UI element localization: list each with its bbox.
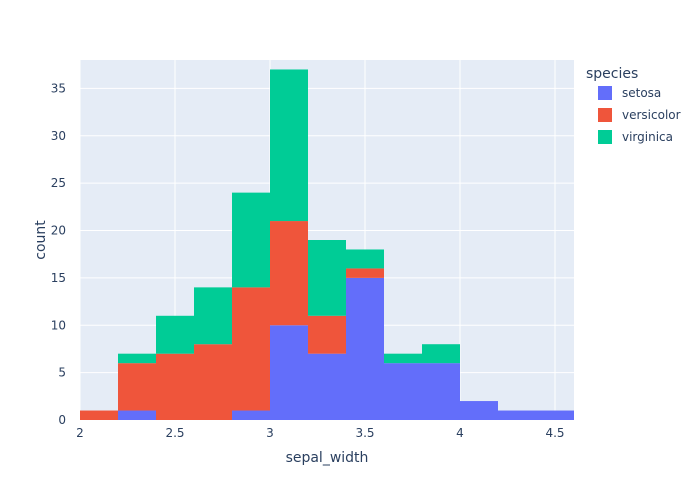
- y-tick-label: 35: [51, 81, 66, 95]
- legend-swatch-versicolor[interactable]: [598, 108, 612, 122]
- bar-setosa: [270, 325, 308, 420]
- bar-virginica: [384, 353, 422, 364]
- y-tick-label: 5: [58, 366, 66, 380]
- bar-setosa: [346, 277, 384, 420]
- x-tick-label: 3: [266, 426, 274, 440]
- bar-versicolor: [118, 363, 156, 411]
- bar-virginica: [156, 315, 194, 354]
- bar-virginica: [270, 69, 308, 222]
- y-tick-label: 0: [58, 413, 66, 427]
- bar-virginica: [308, 240, 346, 316]
- x-tick-label: 4.5: [545, 426, 564, 440]
- bar-virginica: [422, 344, 460, 364]
- bars-group: [80, 69, 574, 420]
- x-tick-label: 2: [76, 426, 84, 440]
- bar-setosa: [498, 410, 536, 420]
- bar-setosa: [422, 363, 460, 420]
- y-axis-ticks: 0 5 10 15 20 25 30 35: [51, 81, 66, 427]
- legend-title: species: [586, 66, 638, 82]
- bar-setosa: [308, 353, 346, 420]
- legend: species setosa versicolor virginica: [586, 66, 681, 144]
- y-axis-title: count: [33, 220, 49, 260]
- bar-versicolor: [346, 268, 384, 278]
- bar-versicolor: [270, 221, 308, 326]
- bar-setosa: [232, 410, 270, 420]
- y-tick-label: 25: [51, 176, 66, 190]
- y-tick-label: 10: [51, 318, 66, 332]
- bar-virginica: [118, 353, 156, 364]
- bar-versicolor: [232, 287, 270, 411]
- bar-setosa: [536, 410, 574, 420]
- x-tick-label: 2.5: [165, 426, 184, 440]
- bar-virginica: [346, 249, 384, 269]
- bar-versicolor: [156, 353, 194, 420]
- x-tick-label: 3.5: [355, 426, 374, 440]
- y-tick-label: 20: [51, 224, 66, 238]
- legend-label-virginica[interactable]: virginica: [622, 130, 673, 144]
- y-tick-label: 30: [51, 129, 66, 143]
- bar-setosa: [460, 401, 498, 420]
- bar-versicolor: [80, 410, 118, 420]
- legend-label-versicolor[interactable]: versicolor: [622, 108, 681, 122]
- bar-setosa: [118, 410, 156, 420]
- x-axis-title: sepal_width: [286, 450, 369, 466]
- legend-swatch-setosa[interactable]: [598, 86, 612, 100]
- y-tick-label: 15: [51, 271, 66, 285]
- bar-versicolor: [194, 344, 232, 420]
- x-axis-ticks: 2 2.5 3 3.5 4 4.5: [76, 426, 564, 440]
- bar-versicolor: [308, 315, 346, 354]
- x-tick-label: 4: [456, 426, 464, 440]
- bar-setosa: [384, 363, 422, 420]
- legend-label-setosa[interactable]: setosa: [622, 86, 661, 100]
- legend-swatch-virginica[interactable]: [598, 130, 612, 144]
- bar-virginica: [194, 287, 232, 345]
- bar-virginica: [232, 192, 270, 288]
